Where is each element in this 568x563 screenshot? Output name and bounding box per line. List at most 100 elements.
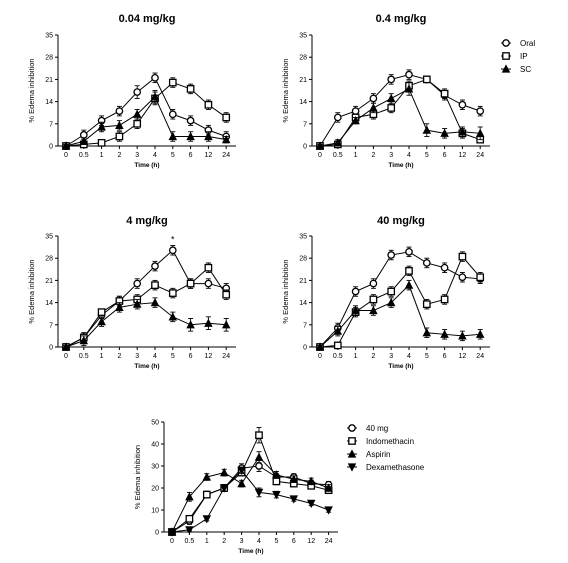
data-point: [115, 107, 124, 115]
data-point: [255, 431, 263, 440]
x-axis-label: Time (h): [238, 548, 263, 555]
data-point: [133, 88, 142, 96]
data-point: [387, 75, 396, 84]
data-point: [440, 329, 449, 338]
y-tick-label: 21: [45, 278, 53, 285]
series-line: [65, 95, 227, 147]
x-tick-label: 4: [257, 538, 261, 545]
data-point: [404, 84, 414, 93]
x-axis-label: Time (h): [388, 363, 413, 370]
x-tick-label: 1: [354, 353, 358, 360]
series-line: [65, 82, 227, 147]
series-line: [171, 433, 329, 533]
data-point: [458, 127, 467, 136]
x-tick-label: 0.5: [333, 353, 343, 360]
data-point: [404, 280, 414, 289]
chart-title: 0.04 mg/kg: [119, 13, 176, 25]
series-oral: [62, 245, 231, 351]
x-tick-label: 12: [205, 152, 213, 159]
data-point: [204, 100, 213, 109]
data-point: [222, 113, 231, 122]
x-tick-label: 0.5: [79, 353, 89, 360]
x-tick-label: 0: [170, 538, 174, 545]
y-tick-label: 28: [45, 55, 53, 62]
x-tick-label: 24: [476, 152, 484, 159]
data-point: [476, 107, 485, 115]
y-tick-label: 7: [49, 322, 53, 329]
data-point: [254, 488, 264, 498]
legend-marker: [348, 424, 356, 432]
data-point: [186, 116, 195, 125]
y-tick-label: 20: [151, 486, 159, 493]
data-point: [168, 246, 177, 255]
y-tick-label: 14: [45, 99, 53, 106]
data-point: [386, 93, 396, 103]
y-axis-label: % Edema inhibition: [281, 259, 290, 323]
data-point: [369, 94, 378, 103]
data-point: [333, 138, 343, 147]
data-point: [369, 103, 378, 112]
data-point: [255, 462, 263, 470]
y-tick-label: 0: [303, 144, 307, 151]
y-axis-label: % Edema inhibition: [27, 259, 36, 323]
x-tick-label: 3: [240, 538, 244, 545]
x-tick-label: 5: [171, 152, 175, 159]
x-tick-label: 4: [153, 152, 157, 159]
x-tick-label: 1: [354, 152, 358, 159]
data-point: [458, 331, 467, 340]
x-tick-label: 24: [222, 152, 230, 159]
data-point: [476, 273, 485, 282]
y-tick-label: 0: [49, 144, 53, 151]
legend: 40 mg Indomethacin Aspirin Dexamethasone: [347, 424, 425, 472]
data-point: [422, 75, 431, 84]
data-point: [387, 287, 396, 296]
data-point: [289, 495, 299, 504]
series-sc: [61, 90, 231, 150]
data-point: [168, 312, 178, 321]
x-tick-label: 1: [205, 538, 209, 545]
x-axis-label: Time (h): [134, 162, 159, 169]
data-point: [61, 141, 71, 150]
data-point: [475, 329, 485, 338]
data-point: [204, 279, 213, 288]
x-axis-label: Time (h): [388, 162, 413, 169]
x-tick-label: 24: [476, 353, 484, 360]
y-tick-label: 35: [45, 33, 53, 40]
data-point: [272, 490, 281, 500]
data-point: [186, 85, 195, 93]
data-point: [97, 122, 106, 131]
data-point: [351, 107, 360, 115]
data-point: [186, 279, 195, 288]
data-point: [440, 89, 449, 98]
y-tick-label: 28: [45, 256, 53, 263]
y-tick-label: 0: [155, 530, 159, 537]
series-line: [65, 77, 227, 147]
data-point: [440, 263, 449, 272]
x-tick-label: 2: [117, 353, 121, 360]
x-tick-label: 2: [371, 353, 375, 360]
data-point: [272, 477, 281, 486]
data-point: [221, 320, 231, 329]
y-tick-label: 21: [45, 77, 53, 84]
data-point: [132, 109, 142, 118]
data-point: [168, 110, 177, 119]
data-point: [185, 526, 194, 535]
data-point: [333, 113, 342, 122]
x-tick-label: 6: [189, 353, 193, 360]
data-point: [115, 120, 124, 129]
y-tick-label: 14: [45, 300, 53, 307]
x-tick-label: 1: [100, 152, 104, 159]
x-tick-label: 0.5: [333, 152, 343, 159]
data-point: [204, 318, 213, 327]
data-point: [186, 131, 195, 141]
legend-marker: [502, 52, 510, 60]
x-tick-label: 3: [135, 353, 139, 360]
series-aspirin: [167, 451, 333, 536]
y-axis-label: % Edema inhibition: [281, 58, 290, 122]
series-line: [319, 255, 481, 348]
x-tick-label: 12: [459, 353, 467, 360]
data-point: [133, 119, 142, 128]
data-point: [315, 141, 325, 150]
y-tick-label: 50: [151, 420, 159, 427]
